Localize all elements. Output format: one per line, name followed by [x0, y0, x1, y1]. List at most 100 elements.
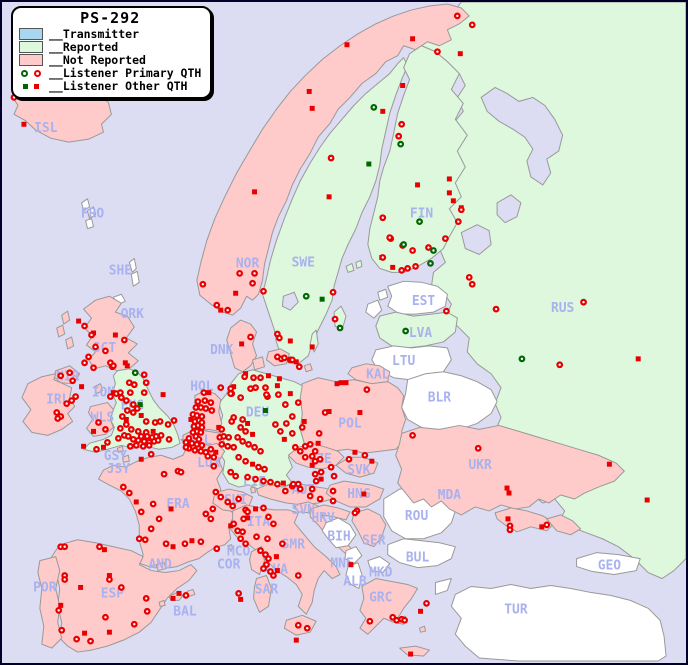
- listener-other-point: [101, 547, 107, 553]
- listener-point-center: [294, 446, 297, 449]
- listener-point-center: [83, 324, 86, 328]
- listener-point-center: [400, 269, 403, 272]
- listener-point-center: [137, 439, 140, 442]
- country-SCT: [56, 324, 66, 338]
- listener-point-center: [232, 416, 235, 419]
- listener-point-center: [104, 616, 107, 619]
- listener-other-point: [274, 568, 280, 574]
- country-UKR: [395, 424, 625, 516]
- listener-point-center: [115, 392, 118, 395]
- lake: [480, 86, 564, 186]
- listener-point-center: [133, 623, 136, 626]
- listener-point-center: [201, 283, 205, 286]
- listener-other-point: [106, 629, 112, 635]
- lake: [281, 291, 299, 311]
- listener-point-center: [323, 411, 327, 414]
- listener-point-center: [301, 426, 304, 429]
- listener-point-center: [179, 470, 183, 474]
- listener-point-center: [229, 392, 232, 395]
- listener-point-center: [211, 507, 214, 511]
- listener-point-center: [400, 123, 403, 126]
- listener-point-center: [269, 480, 272, 484]
- country-SWE: [345, 262, 355, 273]
- listener-point-center: [75, 637, 78, 641]
- listener-point-center: [232, 446, 235, 449]
- listener-point-center: [117, 437, 120, 440]
- listener-point-center: [460, 208, 463, 211]
- listener-point-center: [164, 542, 168, 545]
- listener-point-center: [317, 432, 321, 435]
- legend-row-listener-primary: __Listener Primary QTH: [19, 66, 201, 80]
- listener-other-point: [123, 416, 129, 422]
- listener-point-center: [333, 317, 337, 321]
- listener-point-center: [212, 464, 215, 468]
- country-BAL: [158, 599, 166, 607]
- legend-label: __Transmitter: [49, 27, 140, 41]
- lake: [460, 224, 492, 256]
- listener-point-center: [126, 409, 129, 412]
- listener-point-center: [418, 220, 421, 223]
- listener-other-point: [644, 497, 650, 503]
- listener-point-center: [297, 401, 300, 404]
- listener-point-center: [204, 451, 208, 454]
- listener-point-center: [68, 371, 71, 374]
- listener-point-center: [436, 50, 439, 53]
- listener-point-center: [299, 487, 302, 491]
- listener-other-point: [369, 458, 375, 464]
- listener-point-center: [195, 430, 199, 433]
- listener-point-center: [63, 574, 66, 577]
- listener-point-center: [241, 418, 244, 421]
- listener-point-center: [313, 472, 317, 476]
- listener-point-center: [63, 578, 66, 581]
- country-IOM: [94, 383, 103, 395]
- country-IRL: [21, 373, 76, 436]
- listener-point-center: [200, 415, 204, 418]
- listener-point-center: [391, 616, 394, 619]
- listener-point-center: [215, 303, 218, 307]
- not-reported-swatch: [19, 54, 43, 66]
- country-MNE: [344, 546, 363, 565]
- listener-point-center: [104, 349, 107, 353]
- listener-point-center: [508, 524, 512, 528]
- listener-point-center: [204, 512, 208, 516]
- listener-point-center: [427, 246, 430, 249]
- listener-point-center: [582, 300, 585, 304]
- listener-other-point: [262, 408, 268, 414]
- listener-point-center: [429, 262, 432, 265]
- listener-point-center: [229, 387, 232, 390]
- listener-point-center: [237, 497, 240, 501]
- listener-point-center: [227, 436, 230, 439]
- listener-point-center: [236, 529, 239, 532]
- listener-point-center: [195, 414, 199, 417]
- listener-point-center: [226, 500, 229, 504]
- listener-point-center: [123, 434, 126, 437]
- country-POR: [37, 556, 63, 649]
- listener-point-center: [445, 309, 448, 313]
- listener-point-center: [109, 395, 112, 398]
- listener-other-point: [82, 630, 88, 636]
- listener-point-center: [265, 563, 268, 566]
- listener-point-center: [281, 542, 284, 545]
- listener-other-point: [252, 189, 258, 195]
- listener-point-center: [276, 482, 279, 486]
- listener-other-point: [348, 562, 354, 568]
- listener-point-center: [199, 540, 203, 543]
- listener-point-center: [279, 430, 282, 433]
- country-BUL: [387, 538, 456, 569]
- country-label-ORK: ORK: [121, 307, 145, 322]
- listener-point-center: [134, 371, 137, 374]
- listener-other-point: [361, 491, 367, 497]
- listener-point-center: [63, 545, 66, 548]
- listener-other-point: [160, 392, 166, 398]
- listener-point-center: [206, 455, 210, 458]
- legend-label: __Not Reported: [49, 53, 146, 67]
- listener-other-point: [287, 391, 293, 397]
- listener-point-center: [226, 445, 229, 448]
- listener-point-center: [97, 421, 100, 424]
- country-label-FRO: FRO: [81, 207, 105, 222]
- listener-point-center: [239, 537, 242, 540]
- listener-point-center: [381, 256, 384, 259]
- listener-other-point: [319, 296, 325, 302]
- listener-point-center: [127, 435, 130, 438]
- listener-other-point: [539, 524, 545, 530]
